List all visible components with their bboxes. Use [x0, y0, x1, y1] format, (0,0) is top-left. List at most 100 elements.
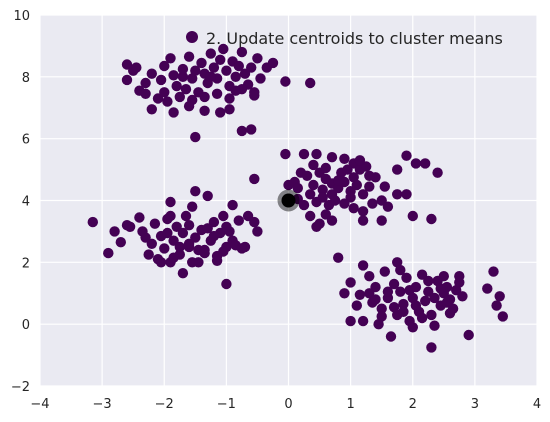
- data-point: [121, 74, 133, 86]
- data-point: [326, 152, 338, 163]
- y-tick-label: 4: [22, 195, 30, 210]
- data-point: [320, 162, 331, 174]
- data-point: [482, 283, 493, 294]
- data-point: [308, 179, 319, 191]
- data-point: [246, 124, 257, 135]
- data-point: [457, 291, 468, 302]
- data-point: [211, 88, 223, 100]
- data-point: [392, 189, 403, 200]
- data-point: [357, 189, 369, 200]
- x-tick-label: 0: [284, 397, 292, 412]
- data-point: [168, 107, 179, 118]
- y-tick-label: 0: [22, 318, 30, 333]
- data-point: [267, 57, 279, 69]
- data-point: [326, 215, 338, 226]
- data-point: [146, 104, 157, 115]
- y-tick-label: 2: [22, 256, 30, 271]
- data-point: [109, 226, 120, 237]
- data-point: [230, 71, 241, 83]
- data-point: [388, 302, 400, 313]
- data-point: [497, 311, 508, 322]
- data-point: [410, 158, 422, 169]
- data-point: [221, 65, 232, 76]
- data-point: [134, 212, 145, 223]
- data-point: [140, 88, 151, 100]
- legend-marker: [186, 31, 198, 43]
- data-point: [171, 80, 182, 92]
- data-point: [317, 184, 328, 195]
- data-point: [246, 62, 257, 73]
- data-point: [202, 223, 213, 234]
- data-point: [305, 77, 316, 89]
- data-point: [183, 238, 195, 249]
- data-point: [364, 271, 375, 282]
- data-point: [407, 210, 418, 222]
- data-point: [345, 192, 356, 203]
- data-point: [426, 213, 437, 225]
- data-point: [168, 70, 179, 81]
- data-point: [401, 150, 412, 161]
- data-point: [252, 53, 263, 64]
- data-point: [168, 252, 179, 263]
- data-point: [140, 77, 151, 89]
- data-point: [305, 210, 316, 222]
- data-point: [385, 331, 397, 342]
- data-point: [236, 243, 248, 254]
- data-point: [382, 201, 394, 212]
- data-point: [227, 199, 238, 211]
- data-point: [410, 300, 422, 311]
- data-point: [488, 266, 499, 277]
- x-tick-label: 2: [409, 397, 417, 412]
- data-point: [205, 71, 216, 83]
- y-tick-label: 10: [13, 9, 30, 24]
- data-point: [162, 96, 173, 107]
- data-point: [423, 275, 434, 287]
- data-point: [131, 62, 142, 73]
- y-tick-label: 8: [22, 71, 30, 86]
- data-point: [494, 291, 505, 302]
- x-tick-label: 3: [471, 397, 479, 412]
- data-point: [215, 54, 226, 65]
- data-point: [416, 312, 428, 324]
- data-point: [491, 300, 502, 311]
- legend: 2. Update centroids to cluster means: [186, 29, 503, 48]
- data-point: [183, 51, 195, 62]
- data-point: [199, 105, 210, 117]
- data-point: [180, 210, 192, 222]
- data-point: [373, 319, 384, 330]
- x-tick-label: 4: [533, 397, 541, 412]
- data-point: [221, 278, 232, 290]
- data-point: [379, 181, 390, 192]
- data-point: [311, 148, 322, 160]
- data-point: [317, 192, 328, 203]
- data-point: [193, 244, 204, 256]
- data-point: [208, 230, 220, 242]
- data-point: [326, 189, 338, 200]
- data-point: [249, 173, 260, 185]
- data-point: [190, 131, 201, 143]
- data-point: [351, 300, 362, 311]
- data-point: [292, 182, 303, 194]
- data-point: [162, 227, 173, 239]
- data-point: [174, 241, 185, 253]
- data-point: [143, 249, 154, 260]
- data-point: [401, 272, 412, 283]
- data-point: [420, 158, 431, 169]
- data-point: [342, 164, 353, 175]
- data-point: [177, 63, 189, 75]
- x-tick-label: −2: [155, 397, 174, 412]
- data-point: [444, 308, 456, 319]
- data-point: [190, 186, 201, 197]
- data-point: [115, 237, 127, 248]
- data-point: [190, 65, 201, 76]
- data-point: [177, 268, 189, 279]
- data-point: [426, 342, 437, 353]
- data-point: [376, 215, 387, 226]
- data-point: [177, 71, 189, 83]
- data-point: [351, 179, 362, 191]
- data-point: [420, 295, 431, 307]
- data-point: [215, 107, 226, 118]
- data-point: [249, 216, 260, 228]
- data-point: [370, 294, 381, 305]
